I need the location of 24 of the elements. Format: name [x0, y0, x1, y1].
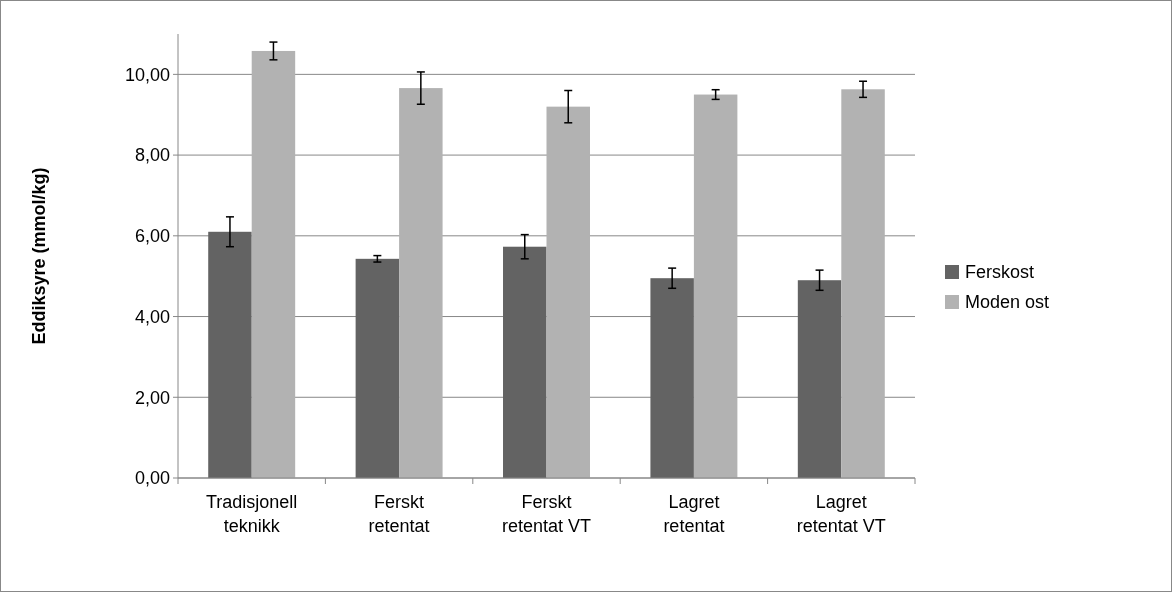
- bar: [841, 89, 885, 478]
- bar: [546, 106, 590, 478]
- legend-label: Moden ost: [965, 292, 1050, 313]
- x-tick-label: Lagret retentat: [663, 492, 725, 536]
- bar: [797, 280, 842, 478]
- x-tick-label: Tradisjonell teknikk: [206, 492, 298, 536]
- bar: [355, 258, 400, 478]
- bar: [251, 50, 296, 478]
- x-tick-label: Lagret retentat VT: [796, 492, 886, 536]
- y-tick-label: 0,00: [134, 468, 170, 489]
- x-tick-label: Ferskt retentat: [368, 492, 430, 536]
- y-tick-label: 10,00: [124, 64, 170, 85]
- bar: [693, 94, 738, 478]
- bar: [399, 88, 443, 478]
- y-tick-label: 6,00: [134, 226, 170, 247]
- y-tick-label: 4,00: [134, 306, 170, 327]
- legend-label: Ferskost: [965, 262, 1035, 283]
- y-tick-label: 2,00: [134, 387, 170, 408]
- bar: [650, 278, 694, 478]
- x-tick-label: Ferskt retentat VT: [501, 492, 592, 536]
- bar: [208, 231, 252, 478]
- y-tick-label: 8,00: [134, 145, 170, 166]
- bar: [503, 246, 547, 478]
- y-axis-title: Eddiksyre (mmol/kg): [29, 167, 49, 345]
